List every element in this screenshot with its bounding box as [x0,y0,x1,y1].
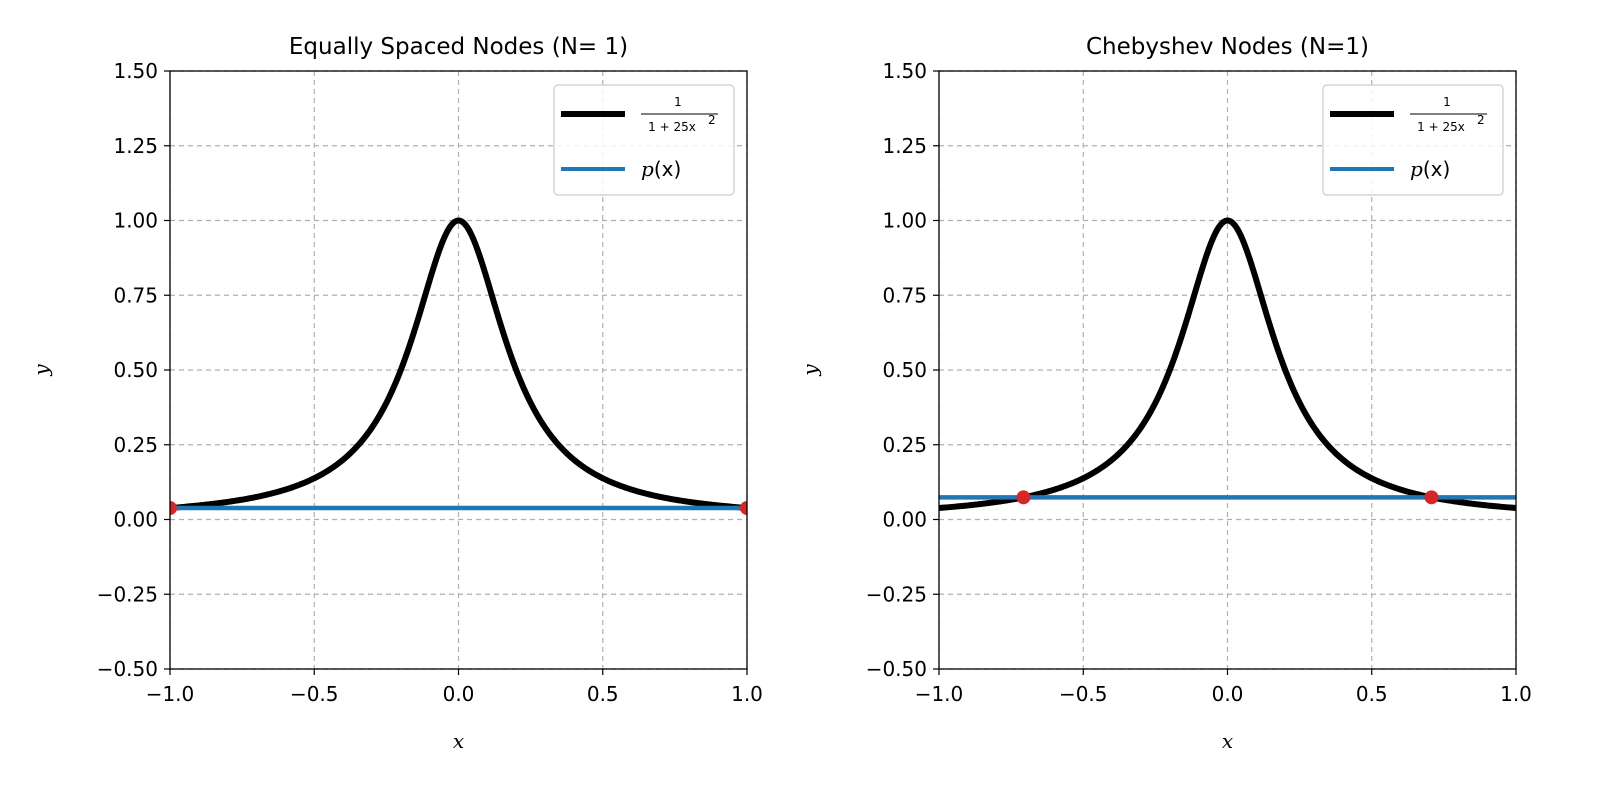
y-ticks: −0.50 −0.25 0.00 0.25 0.50 0.75 1.00 1.25 1.50 [866,59,939,681]
y-tick-label: −0.50 [866,657,927,681]
y-tick-label: −0.25 [97,582,158,606]
y-tick-label: −0.50 [97,657,158,681]
y-tick-label: 0.75 [882,283,927,307]
x-tick-label: 0.0 [1212,682,1244,706]
y-ticks: −0.50 −0.25 0.00 0.25 0.50 0.75 1.00 1.25 1.50 [97,59,170,681]
x-tick-label: 0.0 [443,682,475,706]
x-ticks: −1.0 −0.5 0.0 0.5 1.0 [146,669,763,706]
plot-area [939,217,1516,511]
interpolation-node-point [170,500,177,515]
legend-runge-exponent: 2 [1477,113,1485,127]
y-tick-label: 0.75 [113,283,158,307]
chart-title: Chebyshev Nodes (N=1) [1086,34,1369,60]
y-tick-label: 1.50 [882,59,927,83]
x-ticks: −1.0 −0.5 0.0 0.5 1.0 [915,669,1532,706]
x-tick-label: −1.0 [146,682,195,706]
x-tick-label: 1.0 [731,682,763,706]
runge-function-line [170,217,747,511]
legend: 1 1 + 25x 2 p(x) [553,84,735,196]
y-tick-label: 1.00 [113,209,158,233]
plot-area [170,217,747,515]
legend-runge-denominator: 1 + 25x [1417,120,1465,134]
runge-function-line [939,217,1516,511]
legend-runge-numerator: 1 [674,95,682,109]
interpolation-node-point [1016,490,1031,505]
x-tick-label: 0.5 [1356,682,1388,706]
legend-runge-denominator: 1 + 25x [648,120,696,134]
y-tick-label: 0.25 [113,433,158,457]
legend-runge-exponent: 2 [708,113,716,127]
x-axis-label: x [1222,729,1233,753]
y-tick-label: 1.25 [882,134,927,158]
y-axis-label: y [29,364,53,377]
y-tick-label: 1.25 [113,134,158,158]
x-tick-label: 1.0 [1500,682,1532,706]
left-chart-panel: −1.0 −0.5 0.0 0.5 1.0 −0.50 −0.25 0.00 0.25 0.50… [29,34,763,753]
legend: 1 1 + 25x 2 p(x) [1322,84,1504,196]
legend-px-label: p(x) [1410,157,1450,181]
y-tick-label: 0.50 [113,358,158,382]
y-tick-label: −0.25 [866,582,927,606]
interpolation-node-point [1424,490,1439,505]
x-axis-label: x [453,729,464,753]
x-tick-label: −0.5 [1059,682,1108,706]
legend-px-label: p(x) [641,157,681,181]
x-tick-label: −0.5 [290,682,339,706]
y-tick-label: 0.25 [882,433,927,457]
x-tick-label: 0.5 [587,682,619,706]
y-axis-label: y [798,364,822,377]
interpolation-node-point [740,500,747,515]
right-chart-panel: −1.0 −0.5 0.0 0.5 1.0 −0.50 −0.25 0.00 0.25 0.50… [798,34,1532,753]
y-tick-label: 0.00 [113,508,158,532]
legend-runge-numerator: 1 [1443,95,1451,109]
chart-title: Equally Spaced Nodes (N= 1) [289,34,628,60]
y-tick-label: 1.00 [882,209,927,233]
y-tick-label: 1.50 [113,59,158,83]
y-tick-label: 0.00 [882,508,927,532]
x-tick-label: −1.0 [915,682,964,706]
y-tick-label: 0.50 [882,358,927,382]
